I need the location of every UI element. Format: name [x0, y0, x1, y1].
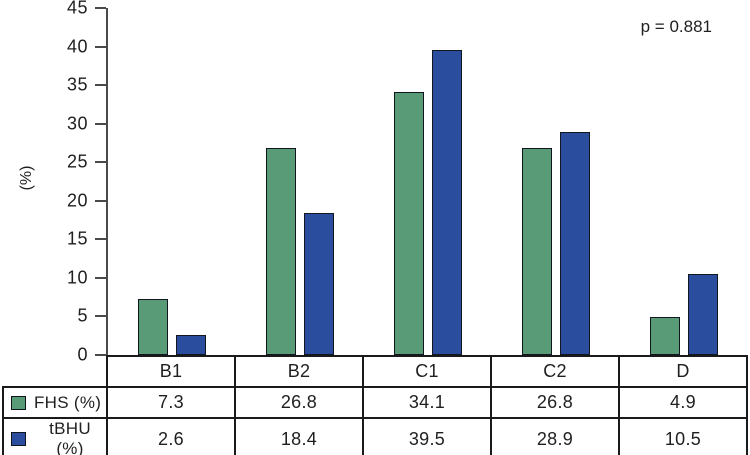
y-axis-tick	[95, 315, 106, 318]
series-row-tbhu: tBHU (%) 2.6 18.4 39.5 28.9 10.5	[2, 417, 748, 455]
y-axis-tick-label: 45	[66, 0, 88, 18]
table-corner-spacer	[3, 356, 107, 387]
value-cell-tbhu-c2: 28.9	[490, 417, 620, 455]
value-cell-fhs-c1: 34.1	[362, 386, 492, 419]
p-value-annotation: p = 0.881	[640, 17, 712, 36]
value-cell-fhs-d: 4.9	[618, 386, 748, 419]
plot-area: 0 5 10 15 20 25 30 35 40 45	[67, 0, 748, 365]
value-cell-tbhu-b2: 18.4	[234, 417, 364, 455]
y-axis-tick	[95, 199, 106, 202]
bar-tbhu-b2	[304, 213, 334, 355]
y-axis-tick-label: 20	[66, 190, 88, 211]
category-header-b1: B1	[106, 355, 236, 388]
y-axis-tick-label: 25	[66, 151, 88, 172]
bar-tbhu-b1	[176, 335, 206, 355]
category-header-row: B1 B2 C1 C2 D	[3, 355, 748, 388]
bar-fhs-b2	[266, 148, 296, 355]
category-header-c1: C1	[362, 355, 492, 388]
bar-fhs-b1	[138, 299, 168, 355]
legend-label: tBHU (%)	[49, 419, 91, 455]
y-axis-tick-label: 15	[66, 228, 88, 249]
y-axis-tick	[95, 45, 106, 48]
value-cell-tbhu-b1: 2.6	[106, 417, 236, 455]
legend-label: FHS (%)	[34, 392, 102, 412]
legend-swatch	[11, 395, 26, 410]
category-header-d: D	[618, 355, 748, 388]
y-axis-tick-label: 10	[66, 267, 88, 288]
value-cell-fhs-b2: 26.8	[234, 386, 364, 419]
y-axis-tick-label: 35	[66, 74, 88, 95]
y-axis-tick	[95, 238, 106, 241]
bar-fhs-d	[650, 317, 680, 355]
bar-tbhu-c1	[432, 50, 462, 355]
value-cell-fhs-c2: 26.8	[490, 386, 620, 419]
bar-fhs-c1	[394, 92, 424, 355]
bar-tbhu-c2	[560, 132, 590, 355]
data-table: B1 B2 C1 C2 D FHS (%) 7.3 26.8 34.1 26.8 4.9 tBHU (…	[2, 355, 748, 455]
bar-tbhu-d	[688, 274, 718, 355]
y-axis-tick	[95, 7, 106, 9]
y-axis-tick-label: 40	[66, 36, 88, 57]
legend-swatch	[11, 432, 26, 446]
category-header-b2: B2	[234, 355, 364, 388]
value-cell-tbhu-c1: 39.5	[362, 417, 492, 455]
y-axis-tick	[95, 161, 106, 164]
y-axis-tick-label: 0	[77, 344, 88, 365]
y-axis-title: (%)	[18, 165, 35, 191]
bar-fhs-c2	[522, 148, 552, 355]
y-axis-tick	[95, 84, 106, 87]
series-row-fhs: FHS (%) 7.3 26.8 34.1 26.8 4.9	[2, 386, 748, 419]
category-header-c2: C2	[490, 355, 620, 388]
y-axis-tick	[95, 354, 106, 356]
y-axis-tick-label: 5	[77, 305, 88, 326]
y-axis-tick-label: 30	[66, 113, 88, 134]
legend-cell: tBHU (%)	[2, 417, 108, 455]
value-cell-tbhu-d: 10.5	[618, 417, 748, 455]
y-axis-tick	[95, 122, 106, 125]
value-cell-fhs-b1: 7.3	[106, 386, 236, 419]
legend-cell: FHS (%)	[2, 386, 108, 419]
y-axis-tick	[95, 276, 106, 279]
